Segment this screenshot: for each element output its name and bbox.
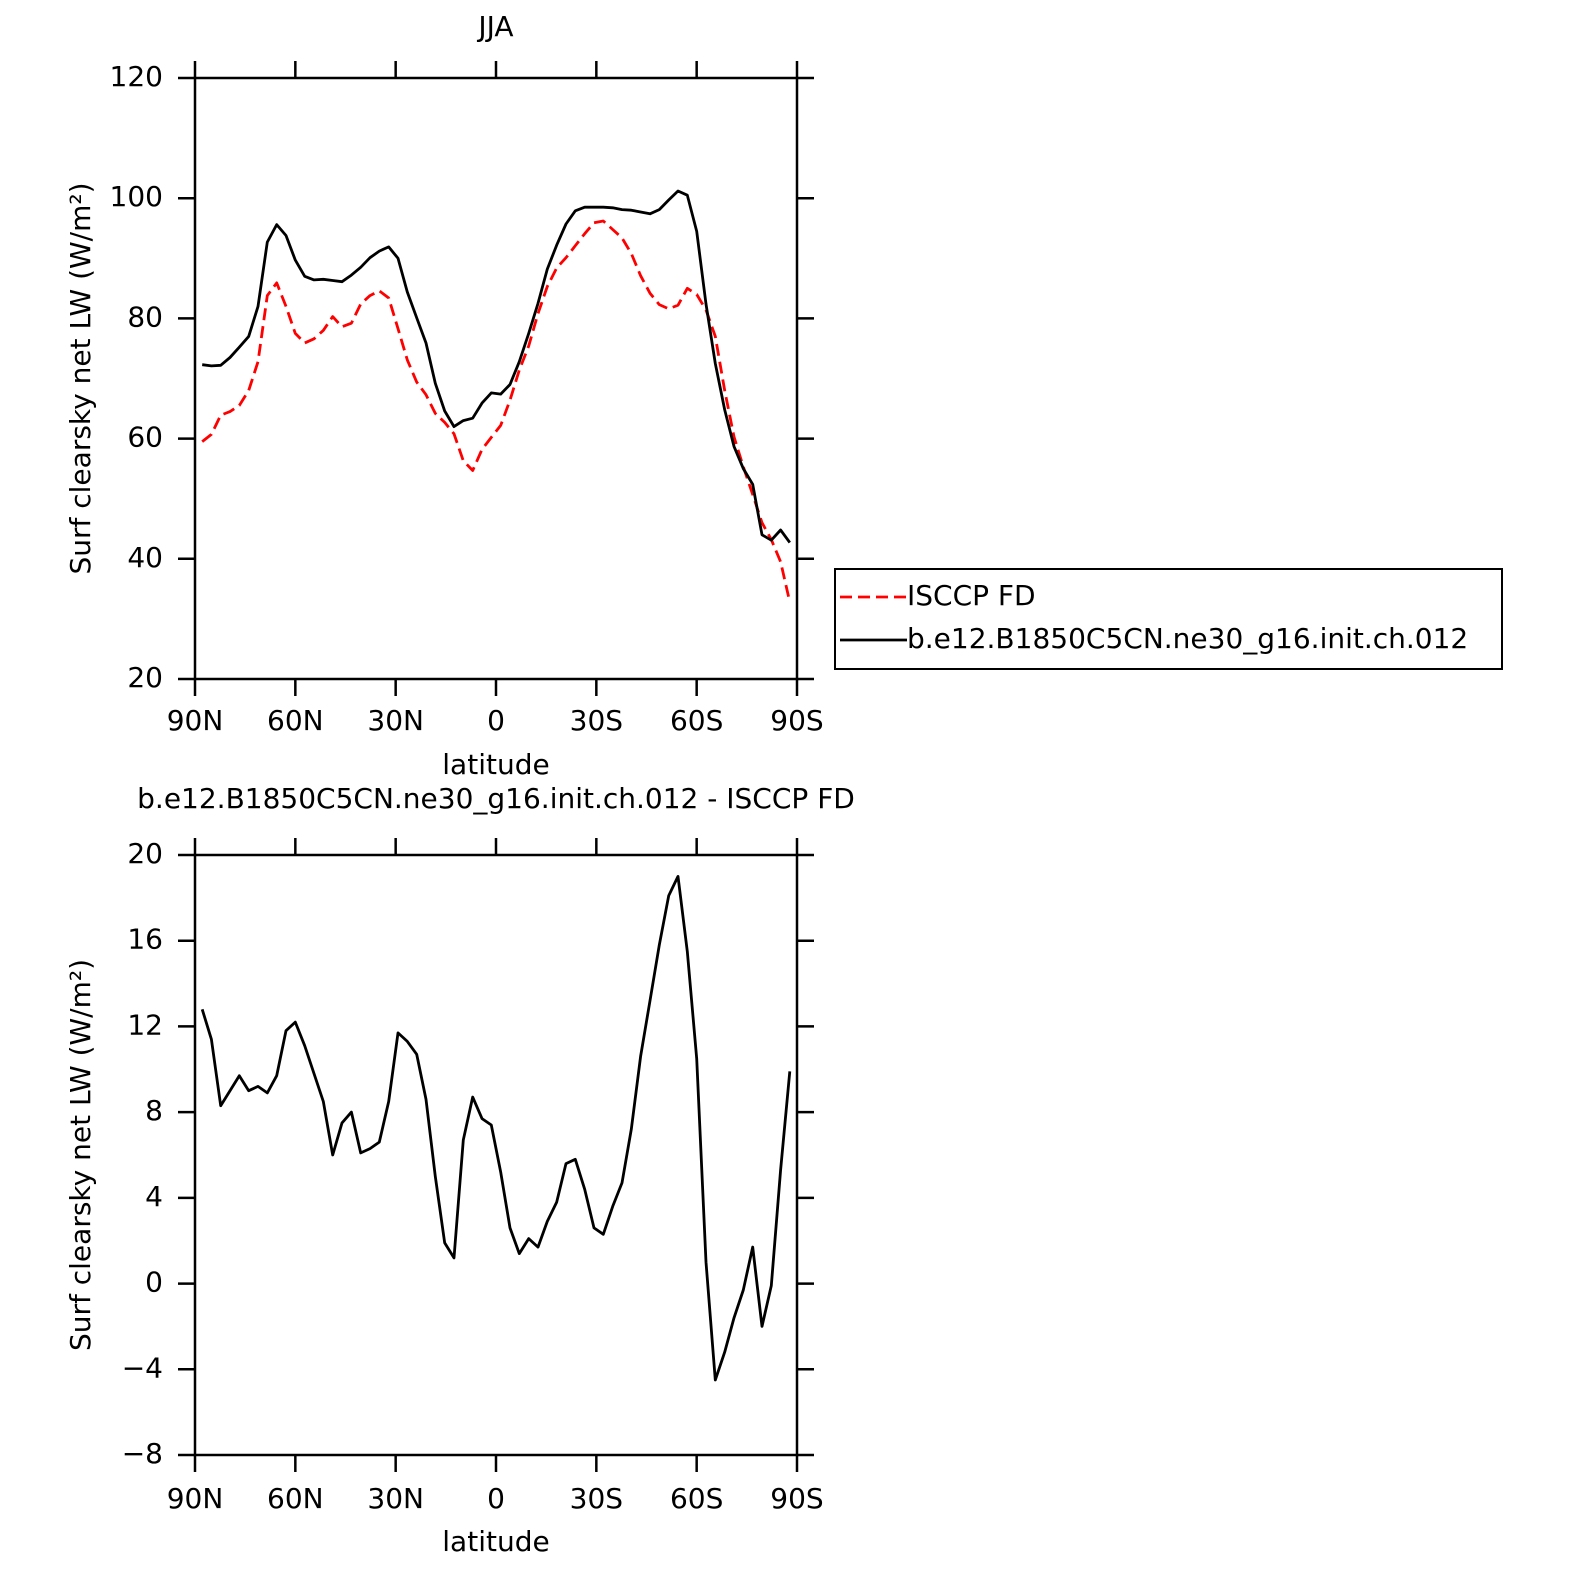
x-axis-label: latitude [442, 748, 549, 781]
legend-label: b.e12.B1850C5CN.ne30_g16.init.ch.012 [907, 622, 1468, 655]
y-tick-label: −8 [122, 1437, 163, 1470]
x-tick-label: 60N [267, 1482, 324, 1515]
x-tick-label: 0 [487, 704, 505, 737]
x-tick-label: 90S [770, 1482, 823, 1515]
data-line [201, 219, 792, 603]
chart-title: b.e12.B1850C5CN.ne30_g16.init.ch.012 - I… [137, 782, 855, 815]
data-line [200, 875, 792, 1382]
x-axis-label: latitude [442, 1525, 549, 1558]
y-tick-label: 8 [145, 1094, 163, 1127]
y-tick-label: 12 [127, 1008, 163, 1041]
y-axis-label: Surf clearsky net LW (W/m²) [64, 959, 97, 1351]
y-tick-label: 0 [145, 1266, 163, 1299]
y-tick-label: 20 [127, 837, 163, 870]
y-tick-label: 80 [127, 300, 163, 333]
x-tick-label: 90N [167, 1482, 224, 1515]
x-tick-label: 0 [487, 1482, 505, 1515]
y-tick-label: 40 [127, 541, 163, 574]
data-line [202, 189, 791, 544]
x-tick-label: 30S [570, 1482, 623, 1515]
y-tick-label: 120 [110, 60, 163, 93]
y-tick-label: 16 [127, 923, 163, 956]
y-tick-label: 100 [110, 180, 163, 213]
x-tick-label: 60S [670, 1482, 723, 1515]
plot-frame [193, 853, 799, 1457]
x-tick-label: 60S [670, 704, 723, 737]
x-tick-label: 60N [267, 704, 324, 737]
plot-frame [193, 76, 799, 681]
legend-label: ISCCP FD [907, 579, 1036, 612]
x-tick-label: 90N [167, 704, 224, 737]
legend: ISCCP FD b.e12.B1850C5CN.ne30_g16.init.ch… [834, 568, 1503, 670]
y-tick-label: 20 [127, 661, 163, 694]
x-tick-label: 30N [367, 704, 424, 737]
y-axis-label: Surf clearsky net LW (W/m²) [64, 182, 97, 574]
legend-box [834, 568, 1503, 670]
x-tick-label: 30N [367, 1482, 424, 1515]
x-tick-label: 30S [570, 704, 623, 737]
y-tick-label: 4 [145, 1180, 163, 1213]
y-tick-label: 60 [127, 421, 163, 454]
x-tick-label: 90S [770, 704, 823, 737]
y-tick-label: −4 [122, 1351, 163, 1384]
chart-title: JJA [476, 10, 513, 43]
